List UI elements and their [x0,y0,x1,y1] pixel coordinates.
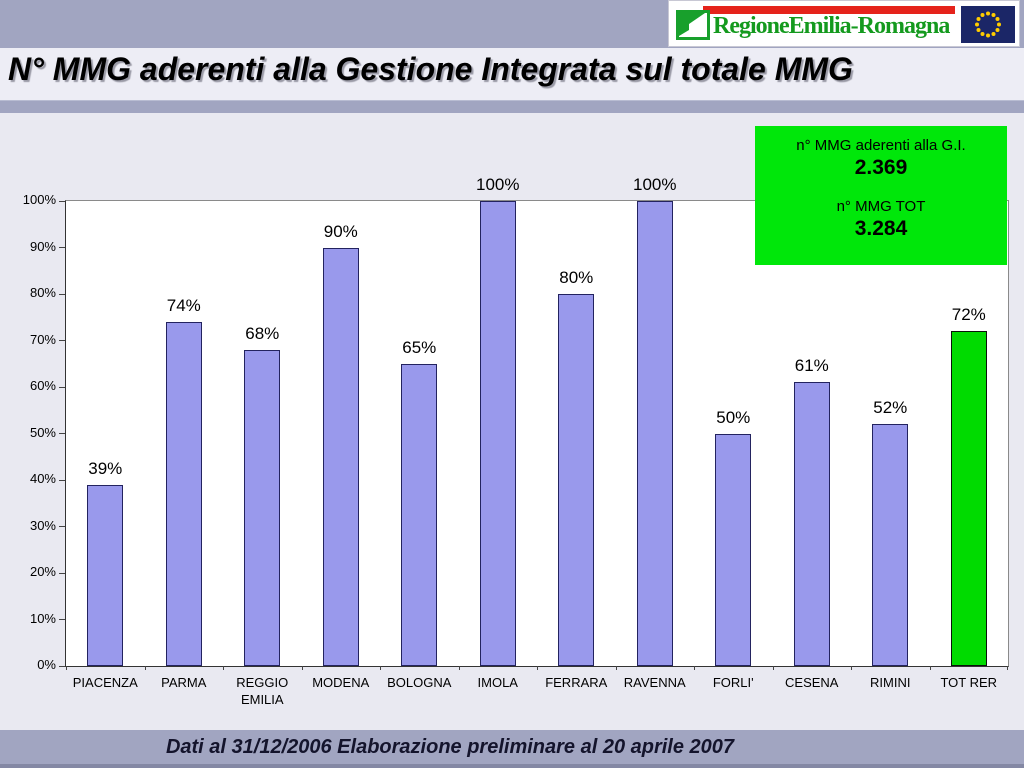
y-axis-tick [59,247,65,248]
bar-imola [479,201,516,666]
info-gap [755,181,1007,197]
y-axis-tick [59,340,65,341]
x-axis-tick [537,666,538,670]
bar-value-label-ferrara: 80% [559,268,594,287]
logo-red-bar [703,6,955,14]
bar-value-label-parma: 74% [166,295,201,315]
y-axis-tick [59,572,65,574]
x-axis-tick [459,666,460,670]
x-axis-tick [145,666,146,670]
x-axis-tick [302,666,303,670]
title-underline-bar [0,100,1024,113]
x-axis-tick [380,666,381,670]
y-axis-tick [59,619,65,620]
y-axis-label: 80% [29,285,56,300]
x-axis-tick [930,666,931,670]
y-axis-tick [59,200,65,202]
emilia-romagna-region-icon [676,10,710,45]
x-axis-tick [851,666,852,670]
bar-value-label-reggio-emilia: 68% [245,323,280,343]
y-axis-label: 60% [29,378,56,393]
x-axis-label-tot-rer: TOT RER [940,675,998,690]
y-axis-label: 100% [22,192,56,207]
info-value-1: 2.369 [854,156,908,179]
x-axis-label-piacenza: PIACENZA [72,675,138,690]
bar-value-label-rimini: 52% [873,398,908,418]
y-axis-label: 20% [29,564,56,579]
y-axis-tick [59,433,65,434]
x-axis-tick [694,666,695,670]
x-axis-tick [223,666,224,670]
y-axis-label: 40% [29,471,56,486]
y-axis-tick [59,526,65,527]
bar-rimini [872,424,909,666]
x-axis-label-ferrara: FERRARA [545,675,608,690]
y-axis-tick [59,293,65,295]
y-axis-label: 0% [37,657,56,672]
x-axis-label-cesena: CESENA [785,675,839,690]
y-axis-label: 50% [29,424,56,440]
info-value-2: 3.284 [854,217,908,240]
y-axis-tick [59,479,65,481]
y-axis-tick [59,386,65,388]
info-box: n° MMG aderenti alla G.I. 2.369 n° MMG T… [755,126,1007,265]
x-axis-label-bologna: BOLOGNA [387,675,452,690]
x-axis-label-reggio-emilia: REGGIO EMILIA [236,675,289,707]
bar-cesena [793,382,830,666]
bar-reggio-emilia [244,349,281,666]
x-axis-tick [66,666,67,670]
title-band: N° MMG aderenti alla Gestione Integrata … [0,48,1024,100]
x-axis-tick [616,666,617,670]
eu-flag-icon [961,6,1015,48]
y-axis-label: 10% [29,610,56,626]
x-axis-label-rimini: RIMINI [870,675,911,690]
page-title: N° MMG aderenti alla Gestione Integrata … [8,51,853,87]
bar-value-label-piacenza: 39% [88,458,123,478]
bar-value-label-ravenna: 100% [633,175,677,194]
bar-forli [715,433,752,666]
bar-value-label-bologna: 65% [402,337,437,357]
bar-ravenna [636,201,673,666]
footer-text: Dati al 31/12/2006 Elaborazione prelimin… [165,736,735,758]
x-axis-label-imola: IMOLA [477,675,518,690]
x-axis-tick [773,666,774,670]
bar-bologna [401,363,438,666]
bar-parma [165,321,202,666]
bar-tot-rer [950,331,987,666]
bar-value-label-modena: 90% [323,221,358,241]
bar-modena [322,247,359,666]
x-axis-label-forli: FORLI' [712,675,754,690]
x-axis-label-ravenna: RAVENNA [623,675,686,690]
x-axis-label-modena: MODENA [312,675,370,690]
footer-band: Dati al 31/12/2006 Elaborazione prelimin… [0,730,1024,768]
logo-text: RegioneEmilia-Romagna [713,13,950,39]
info-label-1: n° MMG aderenti alla G.I. [796,137,966,154]
bar-ferrara [558,294,595,666]
info-label-2: n° MMG TOT [836,198,926,215]
region-logo: RegioneEmilia-Romagna [668,0,1020,47]
bar-value-label-cesena: 61% [794,356,829,376]
bar-value-label-tot-rer: 72% [951,305,986,325]
y-axis-label: 90% [29,238,56,254]
y-axis-tick [59,665,65,667]
y-axis-label: 30% [29,517,56,533]
y-axis: 0% 10% 20% 30% 40% 50% 60% 70% 80% 90% 100% [0,192,56,672]
y-axis-label: 70% [29,331,56,347]
x-axis-label-parma: PARMA [161,675,207,690]
plot-area: 39% PIACENZA 74% PARMA 68% REGGIO EMILIA 90% MO… [59,175,1009,707]
bar-piacenza [87,484,124,666]
bar-value-label-forli: 50% [716,407,751,427]
x-axis-tick [1007,666,1008,670]
bar-value-label-imola: 100% [476,175,520,194]
